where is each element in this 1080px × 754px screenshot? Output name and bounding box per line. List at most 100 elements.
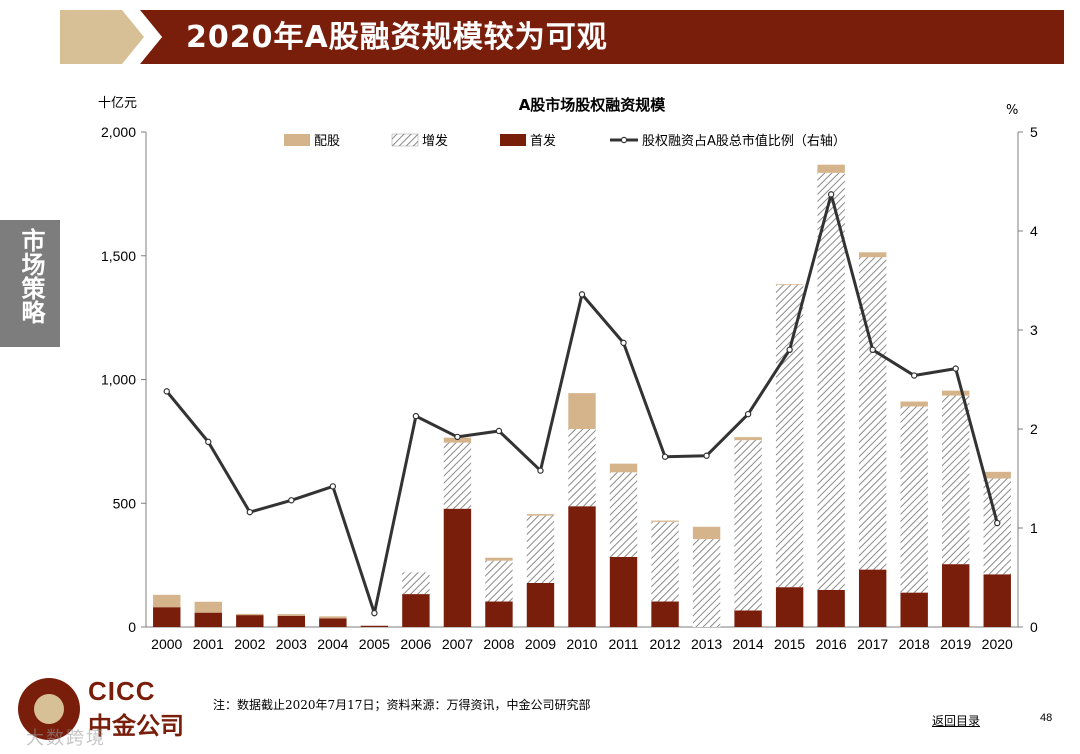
bar-rights-issue bbox=[651, 520, 679, 522]
bar-ipo bbox=[609, 556, 638, 627]
ratio-point bbox=[994, 519, 1001, 527]
ratio-point bbox=[288, 497, 295, 504]
x-tick-label: 2008 bbox=[483, 636, 514, 652]
bar-additional-issue bbox=[817, 172, 845, 590]
ratio-point bbox=[412, 412, 420, 420]
bar-ipo bbox=[942, 564, 970, 627]
bar-rights-issue bbox=[609, 463, 638, 473]
ratio-point bbox=[869, 346, 876, 353]
bar-ipo bbox=[526, 582, 555, 627]
x-tick-label: 2014 bbox=[733, 636, 764, 652]
ratio-point bbox=[620, 339, 627, 347]
ratio-point bbox=[371, 609, 378, 617]
ratio-point bbox=[454, 433, 461, 441]
bar-ipo bbox=[402, 594, 430, 627]
bar-additional-issue bbox=[402, 572, 430, 595]
legend-ipo: 首发 bbox=[500, 133, 556, 149]
ratio-point bbox=[205, 438, 212, 446]
y-tick-label: 2,000 bbox=[101, 124, 136, 140]
bar-rights-issue bbox=[443, 437, 472, 443]
bar-ipo bbox=[485, 601, 513, 627]
x-tick-label: 2011 bbox=[608, 636, 638, 652]
bar-rights-issue bbox=[775, 283, 804, 285]
bar-rights-issue bbox=[568, 393, 596, 429]
bar-rights-issue bbox=[526, 514, 555, 516]
bar-additional-issue bbox=[692, 539, 721, 627]
ratio-point bbox=[578, 291, 586, 298]
legend-ipo-swatch bbox=[500, 134, 526, 146]
bar-additional-issue bbox=[485, 560, 513, 602]
legend-ratio-line: 股权融资占A股总市值比例（右轴） bbox=[610, 133, 846, 149]
bar-ipo bbox=[443, 508, 472, 627]
bar-additional-issue bbox=[651, 521, 679, 602]
bar-additional-issue bbox=[858, 257, 887, 570]
x-tick-label: 2012 bbox=[649, 636, 680, 652]
y-tick-label: 500 bbox=[113, 495, 137, 511]
bar-additional-issue bbox=[609, 472, 638, 557]
bar-rights-issue bbox=[983, 471, 1011, 479]
ratio-point bbox=[786, 346, 793, 353]
y2-tick-label: 0 bbox=[1030, 619, 1038, 635]
bar-rights-issue bbox=[942, 390, 970, 396]
y2-tick-label: 5 bbox=[1030, 124, 1038, 140]
legend-ratio-line-label: 股权融资占A股总市值比例（右轴） bbox=[642, 133, 846, 149]
x-tick-label: 2009 bbox=[525, 636, 556, 652]
bar-ipo bbox=[734, 610, 762, 627]
bar-rights-issue bbox=[485, 557, 513, 561]
ratio-point bbox=[827, 191, 835, 198]
bar-rights-issue bbox=[692, 526, 721, 540]
bar-rights-issue bbox=[817, 164, 845, 173]
x-tick-label: 2007 bbox=[442, 636, 473, 652]
bar-ipo bbox=[360, 625, 389, 627]
legend-rights-issue-swatch bbox=[284, 134, 310, 146]
x-tick-label: 2000 bbox=[151, 636, 182, 652]
bar-ipo bbox=[651, 601, 679, 627]
ratio-point bbox=[910, 372, 918, 379]
bar-rights-issue bbox=[734, 437, 762, 441]
ratio-point bbox=[329, 483, 337, 490]
x-tick-label: 2016 bbox=[816, 636, 847, 652]
legend-ipo-label: 首发 bbox=[530, 133, 556, 149]
ratio-point bbox=[744, 410, 752, 418]
y2-tick-label: 1 bbox=[1030, 520, 1038, 536]
x-tick-label: 2010 bbox=[566, 636, 597, 652]
ratio-point bbox=[246, 508, 254, 516]
y2-tick-label: 3 bbox=[1030, 322, 1038, 338]
bar-ipo bbox=[236, 615, 264, 627]
ratio-point bbox=[661, 453, 669, 460]
legend-additional-issue-label: 增发 bbox=[422, 133, 448, 149]
side-section-label: 市场策略 bbox=[17, 228, 46, 324]
chart-title: A股市场股权融资规模 bbox=[519, 96, 667, 114]
back-to-contents-link[interactable]: 返回目录 bbox=[932, 714, 981, 728]
bar-rights-issue bbox=[236, 613, 264, 616]
header-bar bbox=[140, 10, 1064, 64]
y-tick-label: 1,000 bbox=[101, 372, 136, 388]
x-tick-label: 2019 bbox=[940, 636, 971, 652]
x-tick-label: 2001 bbox=[193, 636, 224, 652]
bar-ipo bbox=[277, 615, 306, 627]
page-title: 2020年A股融资规模较为可观 bbox=[186, 20, 608, 55]
bar-ipo bbox=[900, 592, 928, 627]
bar-ipo bbox=[568, 506, 596, 627]
bar-rights-issue bbox=[194, 601, 222, 613]
bar-additional-issue bbox=[443, 442, 472, 509]
x-tick-label: 2003 bbox=[276, 636, 307, 652]
x-tick-label: 2005 bbox=[359, 636, 390, 652]
y-tick-label: 1,500 bbox=[101, 248, 136, 264]
x-tick-label: 2013 bbox=[691, 636, 722, 652]
bar-ipo bbox=[319, 618, 347, 627]
side-section-tab[interactable] bbox=[0, 220, 60, 347]
x-tick-label: 2004 bbox=[317, 636, 348, 652]
cicc-logo-emblem bbox=[18, 678, 80, 740]
page-number: 48 bbox=[1040, 712, 1053, 724]
x-tick-label: 2017 bbox=[857, 636, 888, 652]
y-axis-unit-label: 十亿元 bbox=[98, 96, 137, 111]
x-tick-label: 2018 bbox=[899, 636, 930, 652]
source-footnote: 注：数据截止2020年7月17日；资料来源：万得资讯，中金公司研究部 bbox=[213, 698, 591, 712]
bar-rights-issue bbox=[900, 401, 928, 407]
x-tick-label: 2002 bbox=[234, 636, 265, 652]
y-tick-label: 0 bbox=[128, 619, 136, 635]
cicc-logo: CICC 中金公司 bbox=[18, 676, 198, 746]
bar-additional-issue bbox=[942, 395, 970, 565]
